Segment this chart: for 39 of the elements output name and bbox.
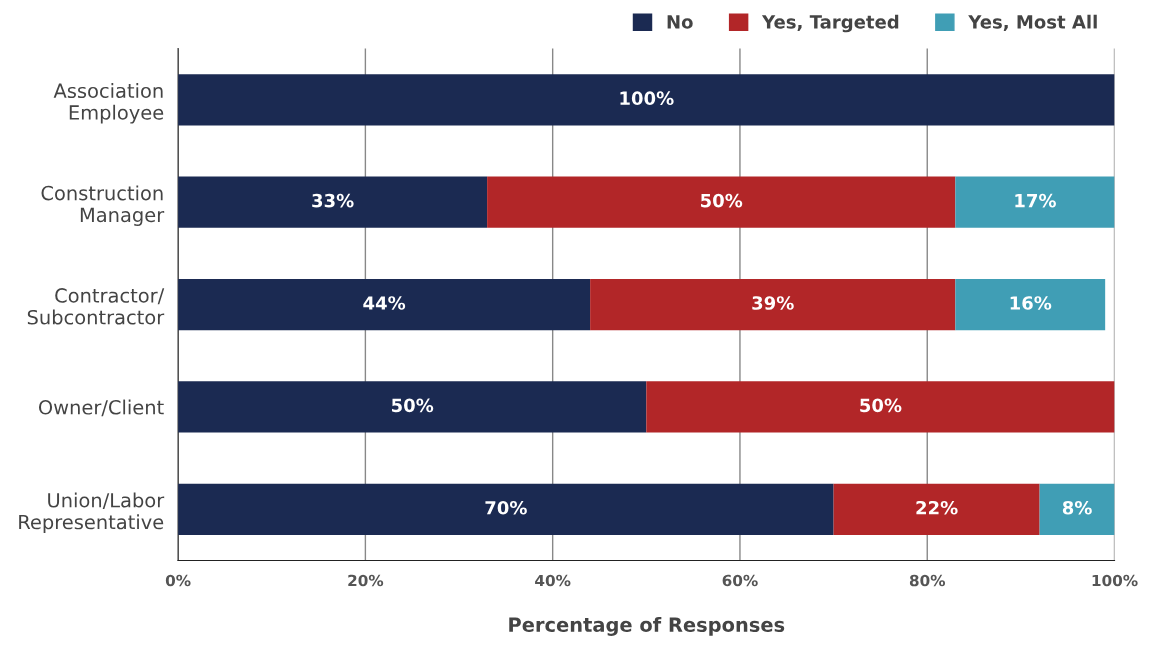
data-label: 17% [1015, 193, 1056, 208]
bar [955, 278, 1106, 331]
data-label: 50% [860, 398, 902, 413]
data-label: 39% [752, 296, 794, 310]
data-label: 33% [312, 193, 354, 208]
data-label: 8% [1062, 500, 1092, 515]
bar [1039, 483, 1115, 535]
y-tick-label: Union/Labor Representative [19, 492, 165, 534]
bar [487, 176, 956, 228]
x-tick-label: 40% [535, 574, 571, 587]
y-tick-label: Contractor/ Subcontractor [27, 288, 165, 325]
legend-label: Yes, Most All [968, 14, 1097, 32]
data-label: 100% [620, 91, 674, 106]
x-tick-label: 80% [909, 574, 946, 587]
data-label: 44% [363, 296, 406, 310]
bar [833, 483, 1040, 535]
y-tick-label: Owner/Client [38, 399, 164, 417]
bar [590, 278, 956, 331]
bar [955, 176, 1115, 228]
x-tick-label: 60% [722, 574, 758, 587]
x-tick-label: 100% [1092, 574, 1138, 587]
x-axis-title: Percentage of Responses [509, 616, 785, 636]
bar [178, 74, 1115, 126]
x-tick-label: 0% [165, 574, 191, 587]
data-label: 50% [701, 193, 743, 208]
bar [646, 381, 1115, 433]
data-label: 50% [391, 398, 434, 413]
legend-label: No [667, 15, 693, 29]
y-tick-label: Association Employee [53, 83, 164, 124]
bar [178, 483, 834, 535]
bar [178, 381, 647, 433]
data-label: 70% [485, 500, 527, 515]
legend-label: Yes, Targeted [761, 14, 899, 33]
bar [178, 278, 591, 331]
y-tick-label: Construction Manager [41, 185, 165, 226]
bar [178, 176, 488, 228]
x-tick-label: 20% [348, 574, 384, 587]
data-label: 22% [916, 500, 958, 515]
data-label: 16% [1010, 296, 1052, 310]
